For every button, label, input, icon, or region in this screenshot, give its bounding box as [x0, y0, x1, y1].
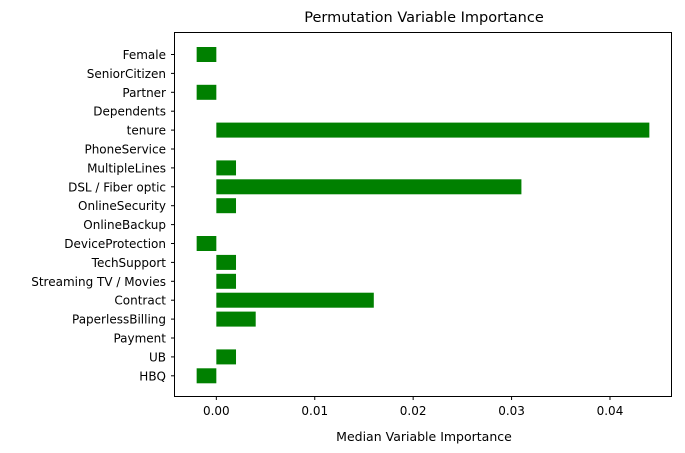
bar-contract: [216, 292, 374, 308]
y-tick-label: OnlineSecurity: [78, 199, 166, 213]
y-tick-label: tenure: [127, 124, 166, 138]
y-tick-label: HBQ: [139, 369, 166, 383]
x-axis: 0.00 0.01 0.02 0.03 0.04: [203, 396, 623, 418]
plot-frame: [174, 32, 672, 397]
bar-hbq: [196, 368, 217, 384]
chart-title: Permutation Variable Importance: [304, 10, 544, 26]
bar-partner: [196, 84, 217, 100]
bars-group: [196, 47, 650, 384]
bar-onlinesecurity: [216, 198, 237, 214]
x-axis-label: Median Variable Importance: [336, 429, 512, 444]
y-tick-label: MultipleLines: [87, 161, 166, 175]
bar-paperlessbilling: [216, 311, 256, 327]
x-tick-label: 0.04: [597, 404, 624, 418]
x-tick-label: 0.01: [301, 404, 328, 418]
bar-streaming-tv-movies: [216, 273, 237, 289]
y-tick-label: Payment: [113, 332, 166, 346]
bar-techsupport: [216, 254, 237, 270]
bar-multiplelines: [216, 160, 237, 176]
y-tick-label: OnlineBackup: [83, 218, 166, 232]
bar-dsl-fiber-optic: [216, 179, 522, 195]
bar-ub: [216, 349, 237, 365]
y-tick-label: DSL / Fiber optic: [68, 180, 166, 194]
bar-deviceprotection: [196, 236, 217, 251]
y-tick-label: TechSupport: [91, 256, 167, 270]
bar-female: [196, 47, 217, 62]
x-tick-label: 0.03: [498, 404, 525, 418]
y-tick-label: UB: [149, 350, 166, 364]
y-axis: Female SeniorCitizen Partner Dependents tenu…: [31, 48, 175, 383]
x-tick-label: 0.02: [400, 404, 427, 418]
y-tick-label: Partner: [122, 86, 166, 100]
y-tick-label: SeniorCitizen: [87, 67, 166, 81]
bar-tenure: [216, 122, 650, 138]
y-tick-label: Streaming TV / Movies: [31, 275, 166, 289]
y-tick-label: PhoneService: [84, 143, 166, 157]
y-tick-label: PaperlessBilling: [72, 313, 166, 327]
y-tick-label: DeviceProtection: [64, 237, 166, 251]
y-tick-label: Contract: [114, 294, 166, 308]
y-tick-label: Female: [123, 48, 166, 62]
x-tick-label: 0.00: [203, 404, 230, 418]
y-tick-label: Dependents: [93, 105, 166, 119]
